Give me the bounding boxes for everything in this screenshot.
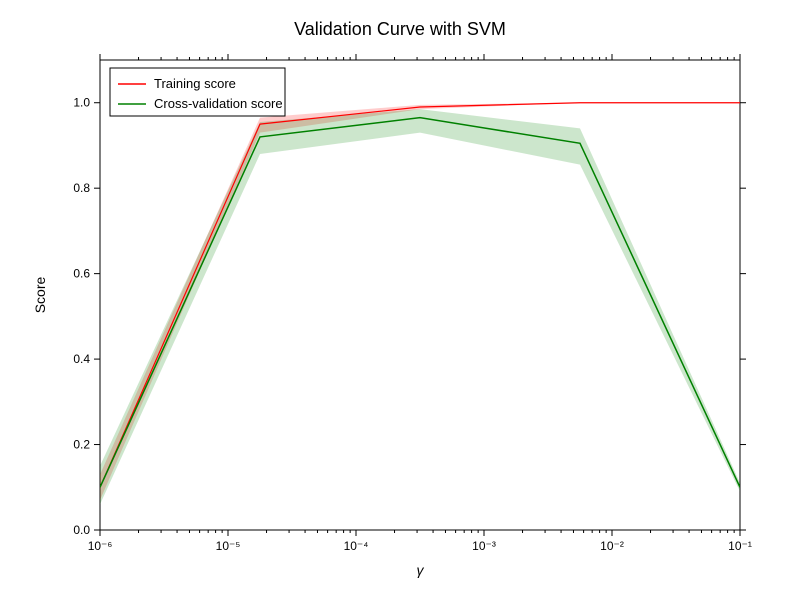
legend-label-training: Training score xyxy=(154,76,236,91)
y-tick-label: 0.2 xyxy=(73,438,90,452)
x-tick-label: 10⁻⁶ xyxy=(88,539,113,553)
y-tick-label: 0.0 xyxy=(73,523,90,537)
y-tick-label: 1.0 xyxy=(73,96,90,110)
x-tick-label: 10⁻² xyxy=(600,539,624,553)
chart-title: Validation Curve with SVM xyxy=(294,19,506,39)
y-tick-label: 0.6 xyxy=(73,267,90,281)
x-tick-label: 10⁻⁵ xyxy=(216,539,241,553)
x-tick-label: 10⁻¹ xyxy=(728,539,752,553)
validation-curve-chart: 10⁻⁶ 10⁻⁵ 10⁻⁴ 10⁻³ 10⁻² 10⁻¹ 0.0 0.2 0.4 0.6 0.8 1… xyxy=(0,0,800,600)
y-tick-label: 0.4 xyxy=(73,352,90,366)
x-axis-label: γ xyxy=(417,562,425,578)
x-tick-label: 10⁻⁴ xyxy=(344,539,369,553)
y-axis-label: Score xyxy=(32,277,48,314)
legend-label-cv: Cross-validation score xyxy=(154,96,283,111)
chart-container: 10⁻⁶ 10⁻⁵ 10⁻⁴ 10⁻³ 10⁻² 10⁻¹ 0.0 0.2 0.4 0.6 0.8 1… xyxy=(0,0,800,600)
y-tick-label: 0.8 xyxy=(73,181,90,195)
x-tick-label: 10⁻³ xyxy=(472,539,496,553)
